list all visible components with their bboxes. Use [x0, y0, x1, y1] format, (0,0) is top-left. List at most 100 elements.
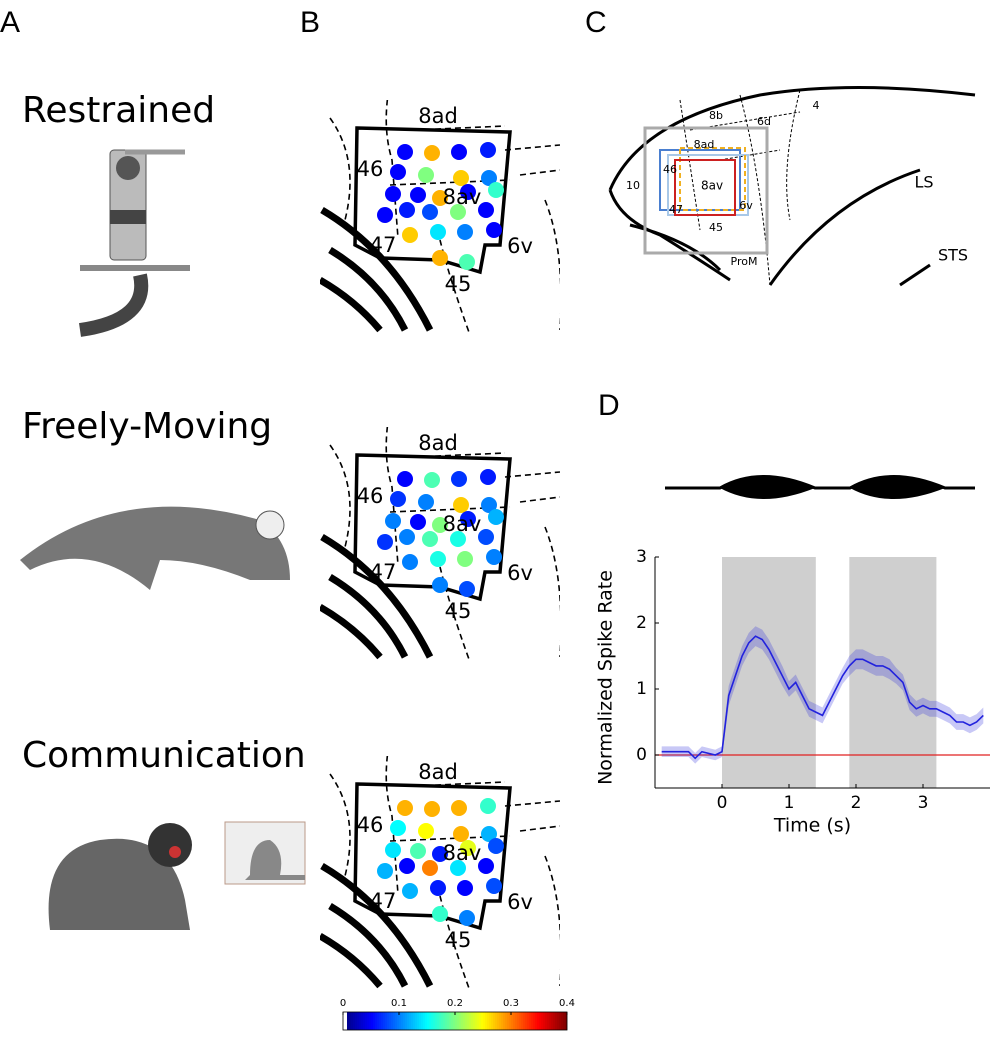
brain-label: 45: [709, 221, 723, 234]
colorbar-cell: [479, 1012, 482, 1030]
colorbar-cell: [557, 1012, 560, 1030]
colorbar-cell: [373, 1012, 376, 1030]
stimulus-interval: [722, 557, 816, 788]
colorbar-cell: [487, 1012, 490, 1030]
electrode-dot: [385, 842, 401, 858]
electrode-dot: [424, 801, 440, 817]
brain-label: 46: [663, 163, 677, 176]
electrode-dot: [481, 170, 497, 186]
colorbar-cell: [405, 1012, 408, 1030]
colorbar-cell: [461, 1012, 464, 1030]
colorbar-cell: [535, 1012, 538, 1030]
electrode-dot: [377, 534, 393, 550]
electrode-dot: [486, 549, 502, 565]
cortical-map: 8ad 46 8av 47 6v 45: [320, 50, 561, 335]
panel-label: B: [300, 6, 320, 39]
colorbar-cell: [393, 1012, 396, 1030]
colorbar-cell: [377, 1012, 380, 1030]
panel-label: C: [585, 6, 607, 39]
electrode-dot: [432, 577, 448, 593]
colorbar-cell: [449, 1012, 452, 1030]
electrode-dot: [430, 551, 446, 567]
line-chart: 0 1 2 3 0 1 2 3 Time (s) Normalized Spike Rate: [595, 475, 990, 837]
colorbar-cell: [381, 1012, 384, 1030]
colorbar-cell: [521, 1012, 524, 1030]
panel-label: A: [0, 6, 20, 39]
data-line: [661, 635, 984, 760]
condition-label: Freely-Moving: [22, 406, 272, 447]
colorbar-cell: [465, 1012, 468, 1030]
colorbar-cell: [481, 1012, 484, 1030]
electrode-dot: [486, 878, 502, 894]
colorbar-cell: [469, 1012, 472, 1030]
colorbar-cell: [513, 1012, 516, 1030]
electrode-dot: [432, 846, 448, 862]
electrode-dot: [399, 202, 415, 218]
colorbar-cell: [445, 1012, 448, 1030]
colorbar-cell: [441, 1012, 444, 1030]
x-tick-label: 2: [851, 793, 862, 813]
brain-label: 6v: [739, 199, 753, 212]
y-tick-label: 0: [636, 745, 647, 765]
electrode-dot: [450, 204, 466, 220]
electrode-dot: [451, 471, 467, 487]
brain-label: LS: [914, 173, 933, 192]
colorbar-cell: [359, 1012, 362, 1030]
electrode-dot: [418, 823, 434, 839]
electrode-dot: [399, 858, 415, 874]
brain-schematic: 8b 6d 4 8ad 10 8av 46 LS 6v 47 45 STS ProM: [608, 86, 976, 287]
electrode-dot: [459, 910, 475, 926]
colorbar-cell: [515, 1012, 518, 1030]
electrode-dot: [486, 222, 502, 238]
electrode-dot: [478, 529, 494, 545]
colorbar-cell: [369, 1012, 372, 1030]
electrode-dot: [424, 145, 440, 161]
electrode-dot: [397, 144, 413, 160]
electrode-dot: [430, 224, 446, 240]
error-band: [661, 626, 984, 764]
electrode-dot: [480, 469, 496, 485]
colorbar-cell: [421, 1012, 424, 1030]
colorbar-cell: [395, 1012, 398, 1030]
electrode-dot: [432, 517, 448, 533]
electrode-dot: [481, 826, 497, 842]
condition-label: Restrained: [22, 90, 215, 131]
colorbar-cell: [451, 1012, 454, 1030]
electrode-dot: [410, 843, 426, 859]
colorbar-cell: [353, 1012, 356, 1030]
electrode-dot: [453, 497, 469, 513]
electrode-dot: [377, 207, 393, 223]
colorbar-cell: [495, 1012, 498, 1030]
electrode-dot: [453, 826, 469, 842]
electrode-dot: [402, 554, 418, 570]
colorbar-cell: [433, 1012, 436, 1030]
electrode-dot: [422, 204, 438, 220]
cortical-map: 8ad 46 8av 47 6v 45: [320, 706, 561, 991]
electrode-dot: [480, 798, 496, 814]
area-label: 47: [370, 560, 397, 584]
colorbar-cell: [379, 1012, 382, 1030]
colorbar-cell: [425, 1012, 428, 1030]
colorbar-cell: [553, 1012, 556, 1030]
colorbar-cell: [475, 1012, 478, 1030]
electrode-dot: [460, 184, 476, 200]
colorbar-cell: [361, 1012, 364, 1030]
area-label: 47: [370, 233, 397, 257]
area-label: 45: [445, 272, 472, 296]
colorbar-cell: [473, 1012, 476, 1030]
colorbar-cell: [443, 1012, 446, 1030]
area-label: 45: [445, 599, 472, 623]
electrode-dot: [451, 144, 467, 160]
colorbar-cell: [415, 1012, 418, 1030]
colorbar-cell: [543, 1012, 546, 1030]
colorbar-cell: [459, 1012, 462, 1030]
colorbar-cell: [457, 1012, 460, 1030]
colorbar-cell: [537, 1012, 540, 1030]
brain-label: 4: [813, 99, 820, 112]
electrode-dot: [422, 860, 438, 876]
colorbar-cell: [389, 1012, 392, 1030]
colorbar-cell: [525, 1012, 528, 1030]
colorbar-cell: [483, 1012, 486, 1030]
colorbar-cell: [409, 1012, 412, 1030]
y-axis-label: Normalized Spike Rate: [595, 570, 617, 785]
